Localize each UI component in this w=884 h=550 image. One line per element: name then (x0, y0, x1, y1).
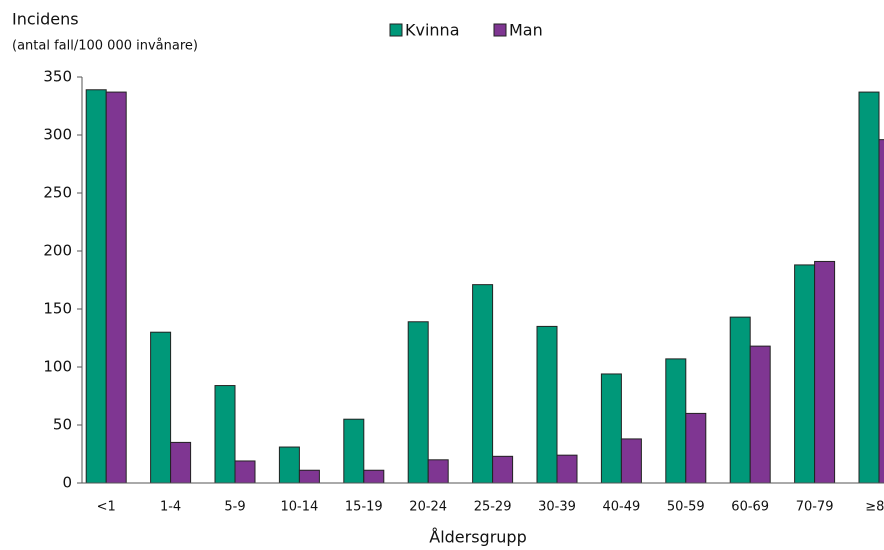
x-tick-label: 10-14 (281, 500, 319, 515)
bar (878, 139, 884, 484)
bar (620, 438, 642, 484)
y-tick-label: 50 (53, 416, 72, 434)
x-tick-label: 15-19 (345, 500, 383, 515)
bar (407, 321, 429, 484)
x-tick-label: 70-79 (796, 500, 834, 515)
x-tick-label: 50-59 (667, 500, 705, 515)
bar (278, 446, 300, 484)
bar (343, 418, 365, 484)
x-tick-label: 20-24 (409, 500, 447, 515)
bar (794, 264, 816, 484)
bar (170, 441, 192, 484)
bar (729, 316, 751, 484)
y-tick-label: 350 (43, 68, 72, 86)
y-tick-label: 0 (62, 474, 72, 492)
x-tick-label: 30-39 (538, 500, 576, 515)
bar (298, 469, 320, 484)
y-tick-label: 100 (43, 358, 72, 376)
axis-subtitle: (antal fall/100 000 invånare) (12, 39, 198, 54)
bar (363, 469, 385, 484)
x-tick-label: <1 (97, 500, 116, 515)
bar (665, 358, 687, 484)
legend-swatch (389, 23, 403, 37)
x-tick-label: 1-4 (160, 500, 181, 515)
x-tick-label: ≥80 (865, 500, 884, 515)
y-tick-label: 300 (43, 126, 72, 144)
legend-label: Kvinna (405, 21, 460, 40)
legend-label: Man (509, 21, 543, 40)
x-tick-label: 60-69 (731, 500, 769, 515)
y-tick-label: 150 (43, 300, 72, 318)
bar (214, 385, 236, 484)
bar (814, 260, 836, 484)
x-tick-label: 25-29 (474, 500, 512, 515)
bar (536, 325, 558, 484)
bar (556, 454, 578, 484)
x-tick-label: 40-49 (603, 500, 641, 515)
bar (105, 91, 127, 484)
bar (85, 89, 107, 484)
bar (472, 284, 494, 484)
axis-title: Incidens (12, 10, 79, 29)
x-axis-title: Åldersgrupp (429, 528, 527, 547)
bar (492, 455, 514, 484)
y-tick-label: 250 (43, 184, 72, 202)
x-tick-label: 5-9 (224, 500, 245, 515)
bar (427, 459, 449, 484)
y-tick-label: 200 (43, 242, 72, 260)
legend-swatch (493, 23, 507, 37)
bar (685, 412, 707, 484)
bar (234, 460, 256, 484)
bar (600, 373, 622, 484)
bar (858, 91, 880, 484)
bar (150, 331, 172, 484)
bar (749, 345, 771, 484)
